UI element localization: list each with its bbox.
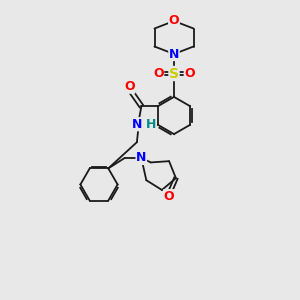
Text: O: O (124, 80, 135, 93)
Text: N: N (169, 47, 179, 61)
Text: N: N (132, 118, 142, 131)
Text: O: O (184, 67, 195, 80)
Text: O: O (164, 190, 174, 203)
Text: O: O (169, 14, 179, 28)
Text: O: O (153, 67, 164, 80)
Text: N: N (136, 152, 146, 164)
Text: H: H (146, 118, 156, 131)
Text: S: S (169, 67, 179, 80)
